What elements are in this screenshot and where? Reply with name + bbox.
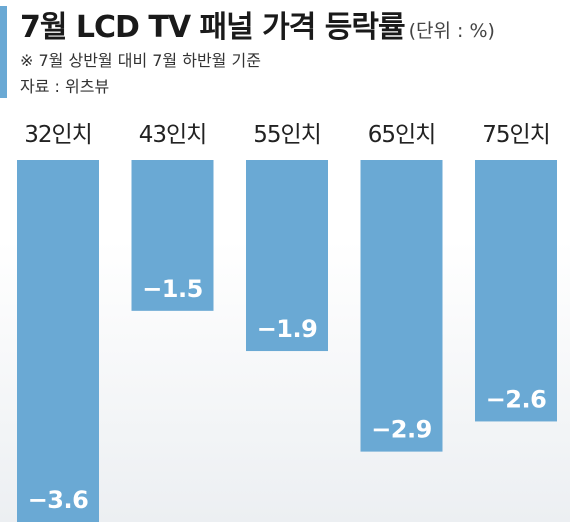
bar-65인치 xyxy=(360,160,443,452)
unit-label: (단위 : %) xyxy=(408,20,495,42)
chart-note: ※ 7월 상반월 대비 7월 하반월 기준 xyxy=(20,51,261,70)
category-label: 43인치 xyxy=(139,122,207,148)
source-label: 자료 : 위츠뷰 xyxy=(20,77,110,96)
value-label: −3.6 xyxy=(28,486,89,514)
category-label: 55인치 xyxy=(253,122,321,148)
bar-43인치 xyxy=(131,160,214,311)
bar-55인치 xyxy=(246,160,328,352)
value-label: −1.5 xyxy=(142,275,203,303)
bar-75인치 xyxy=(475,160,557,422)
value-label: −1.9 xyxy=(257,315,318,343)
value-label: −2.9 xyxy=(371,416,432,444)
category-label: 75인치 xyxy=(482,122,550,148)
bar-32인치 xyxy=(17,160,99,522)
category-label: 32인치 xyxy=(24,122,92,148)
category-label: 65인치 xyxy=(368,122,436,148)
chart-title-text: 7월 LCD TV 패널 가격 등락률 xyxy=(20,10,406,45)
accent-bar xyxy=(0,6,7,98)
value-label: −2.6 xyxy=(486,385,547,413)
chart-title: 7월 LCD TV 패널 가격 등락률 (단위 : %) xyxy=(20,2,495,46)
